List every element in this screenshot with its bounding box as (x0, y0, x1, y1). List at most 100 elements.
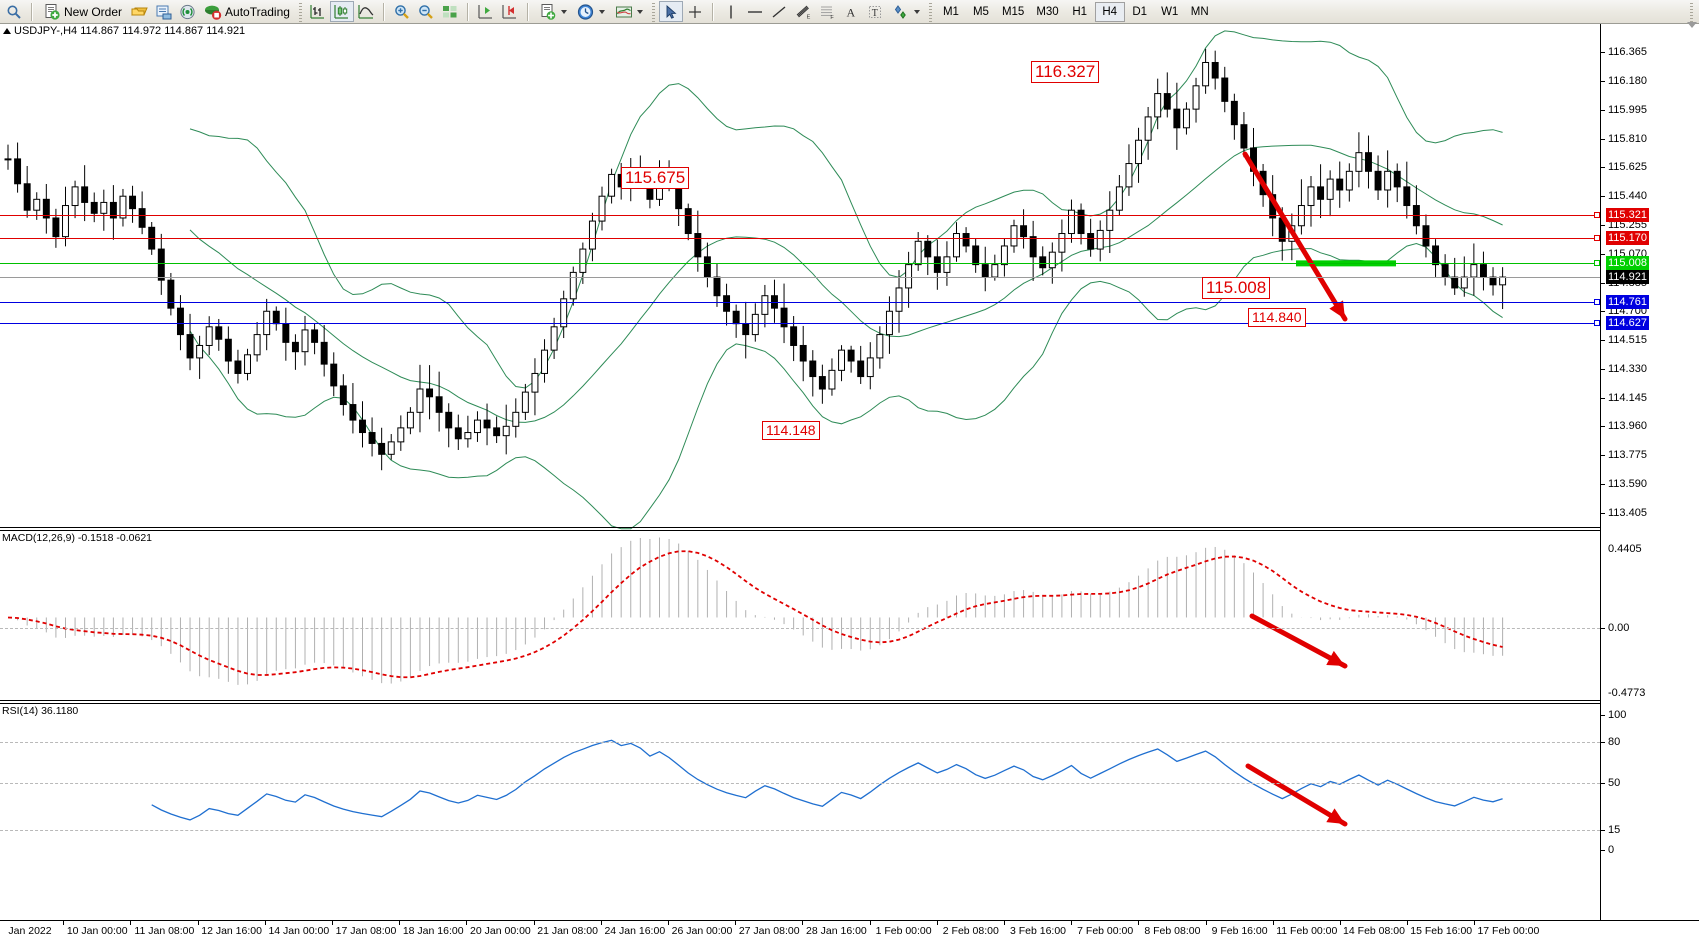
rsi-pane-top-border (0, 700, 1600, 701)
new-order-icon (43, 3, 61, 21)
data-window-icon[interactable] (151, 1, 175, 22)
chevron-down-icon-2[interactable] (598, 9, 605, 14)
price-tick-label: 113.405 (1608, 506, 1647, 519)
timeframe-h1[interactable]: H1 (1072, 5, 1088, 18)
toolbar-grip-3[interactable] (926, 1, 934, 22)
zoom-out-icon[interactable] (414, 1, 438, 22)
timeframe-m1[interactable]: M1 (942, 5, 959, 18)
autotrading-button[interactable]: AutoTrading (199, 1, 295, 23)
time-label: 24 Jan 16:00 (604, 925, 666, 937)
level-handle[interactable] (1594, 298, 1600, 305)
rsi-line (151, 739, 1503, 821)
signals-icon[interactable] (175, 1, 199, 22)
svg-text:F: F (830, 15, 834, 20)
price-level-line-114.921[interactable] (0, 276, 1600, 278)
macd-pane-top-border (0, 527, 1600, 528)
price-tick-label: 115.255 (1608, 218, 1647, 231)
scroll-handle-icon[interactable] (1687, 22, 1697, 28)
level-handle[interactable] (1594, 319, 1600, 326)
price-level-line-114.761[interactable] (0, 301, 1600, 303)
annotation-114148[interactable]: 114.148 (762, 421, 820, 440)
rsi-down-arrow[interactable] (1245, 763, 1348, 827)
price-tag-114.921: 114.921 (1606, 269, 1649, 284)
level-handle[interactable] (1594, 211, 1600, 218)
annotation-115008[interactable]: 115.008 (1202, 277, 1271, 299)
text-label-icon[interactable]: T (863, 1, 887, 22)
trendline-icon[interactable] (767, 1, 791, 22)
crosshair-icon[interactable] (683, 1, 707, 22)
time-tick (1071, 921, 1073, 925)
macd-zero-line (0, 628, 1600, 629)
autotrading-icon (204, 3, 222, 21)
folder-icon[interactable] (127, 1, 151, 22)
price-tick-label: 113.590 (1608, 477, 1647, 490)
price-level-line-114.627[interactable] (0, 322, 1600, 324)
shapes-button[interactable] (887, 1, 925, 23)
time-tick (1138, 921, 1140, 925)
time-tick (1407, 921, 1409, 925)
toolbar-grip[interactable] (296, 1, 304, 22)
time-tick (197, 921, 199, 925)
price-level-line-115.321[interactable] (0, 214, 1600, 216)
annotation-high-116327[interactable]: 116.327 (1031, 61, 1100, 83)
chart-shift-icon[interactable] (474, 1, 498, 22)
macd-pane-top-border-2 (0, 530, 1600, 531)
price-down-arrow[interactable] (1242, 151, 1348, 322)
timeframe-d1[interactable]: D1 (1132, 5, 1148, 18)
time-tick (600, 921, 602, 925)
equidistant-channel-icon[interactable]: E (791, 1, 815, 22)
timeframe-m30[interactable]: M30 (1036, 5, 1059, 18)
time-axis[interactable]: Jan 2022 10 Jan 00:00 11 Jan 08:00 12 Jan 1… (0, 920, 1699, 942)
vertical-line-icon[interactable] (719, 1, 743, 22)
templates-button[interactable] (610, 1, 648, 23)
horizontal-line-icon[interactable] (743, 1, 767, 22)
chevron-down-icon-3[interactable] (636, 9, 643, 14)
macd-pane[interactable]: MACD(12,26,9) -0.1518 -0.0621 (0, 531, 1600, 700)
level-handle[interactable] (1594, 260, 1600, 267)
time-label: 8 Feb 08:00 (1144, 925, 1201, 937)
toolbar-grip-2[interactable] (649, 1, 657, 22)
macd-tick-label: -0.4773 (1608, 687, 1646, 699)
period-button[interactable] (572, 1, 610, 23)
annotation-115675[interactable]: 115.675 (621, 167, 690, 189)
zoom-in-icon[interactable] (390, 1, 414, 22)
chart-area[interactable]: USDJPY-,H4 114.867 114.972 114.867 114.9… (0, 22, 1699, 942)
macd-down-arrow[interactable] (1249, 613, 1348, 669)
time-label: 12 Jan 16:00 (201, 925, 262, 937)
indicators-button[interactable] (534, 1, 572, 23)
rsi-tick-label: 15 (1608, 823, 1621, 836)
timeframe-m15[interactable]: M15 (1001, 5, 1025, 18)
chevron-down-icon-4[interactable] (913, 9, 920, 14)
time-label: 28 Jan 16:00 (806, 925, 867, 937)
time-tick (533, 921, 535, 925)
bar-chart-icon[interactable] (306, 1, 330, 22)
fibonacci-icon[interactable]: F (815, 1, 839, 22)
level-handle[interactable] (1594, 235, 1600, 242)
cursor-icon[interactable] (658, 1, 683, 22)
timeframe-h4[interactable]: H4 (1094, 1, 1125, 22)
price-pane[interactable] (0, 30, 1600, 530)
line-chart-icon[interactable] (354, 1, 378, 22)
time-tick (130, 921, 132, 925)
price-tick-label: 115.625 (1608, 161, 1647, 174)
new-order-button[interactable]: New Order (38, 1, 127, 23)
timeframe-m5[interactable]: M5 (972, 5, 989, 18)
tile-windows-icon[interactable] (438, 1, 462, 22)
price-tick (1601, 138, 1605, 140)
price-level-line-115.008[interactable] (0, 263, 1600, 265)
annotation-114840[interactable]: 114.840 (1248, 308, 1306, 327)
timeframe-mn[interactable]: MN (1190, 5, 1209, 18)
rsi-tick (1601, 742, 1605, 743)
chevron-down-icon[interactable] (560, 9, 567, 14)
time-tick (466, 921, 468, 925)
text-icon[interactable]: A (839, 1, 863, 22)
auto-scroll-icon[interactable] (498, 1, 522, 22)
price-tick-label: 116.180 (1608, 75, 1647, 88)
price-level-line-115.170[interactable] (0, 238, 1600, 240)
toolbar-grip-4[interactable] (1688, 1, 1695, 22)
candlestick-chart-icon[interactable] (329, 1, 354, 22)
timeframe-w1[interactable]: W1 (1161, 5, 1179, 18)
magnifier-icon[interactable] (2, 1, 26, 22)
price-scale-column[interactable]: 116.365 116.180 115.995 115.810 115.625 115.4… (1600, 22, 1699, 942)
price-tick (1601, 455, 1605, 457)
